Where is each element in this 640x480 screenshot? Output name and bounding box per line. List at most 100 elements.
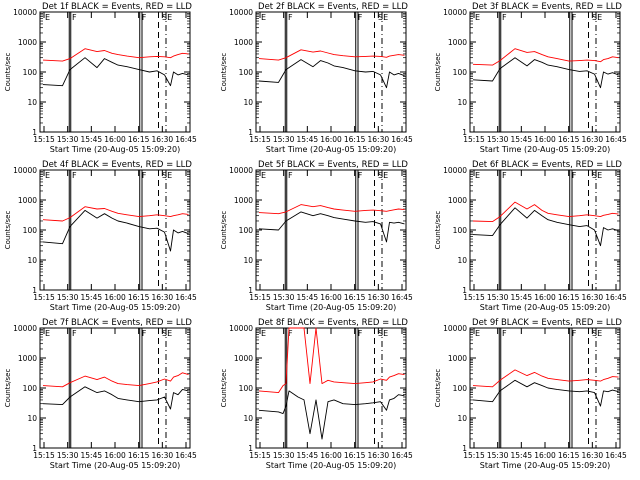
y-tick-label: 1000 [18, 354, 37, 363]
y-tick-label: 100 [23, 68, 38, 77]
y-tick-label: 1000 [448, 38, 467, 47]
events-series-line [472, 379, 619, 407]
flag-label: SE [592, 13, 602, 22]
y-tick-label: 10 [457, 256, 467, 265]
x-tick-label: 15:45 [511, 451, 533, 460]
x-tick-label: 15:30 [487, 135, 509, 144]
flag-label: E [45, 329, 50, 338]
lld-series-line [42, 48, 189, 62]
x-axis-label: Start Time (20-Aug-05 15:09:20) [266, 303, 397, 312]
flag-label: F [358, 13, 363, 22]
y-tick-label: 10000 [229, 324, 253, 333]
flag-label: F [502, 13, 507, 22]
y-tick-label: 10 [243, 256, 253, 265]
y-axis-label: Counts/sec [4, 53, 12, 92]
y-tick-label: 10 [243, 98, 253, 107]
panel-title: Det 6f BLACK = Events, RED = LLD [472, 160, 622, 170]
x-tick-label: 16:45 [391, 293, 413, 302]
flag-label: F [288, 171, 293, 180]
x-tick-label: 15:15 [249, 135, 271, 144]
x-tick-label: 16:00 [320, 293, 342, 302]
flag-label: F [358, 329, 363, 338]
x-tick-label: 16:00 [534, 135, 556, 144]
x-tick-label: 15:15 [463, 451, 485, 460]
x-axis-label: Start Time (20-Aug-05 15:09:20) [50, 461, 181, 470]
panel-title: Det 7f BLACK = Events, RED = LLD [42, 318, 192, 328]
x-tick-label: 16:45 [175, 451, 197, 460]
flag-label: E [475, 13, 480, 22]
events-series-line [42, 57, 189, 87]
y-tick-label: 1 [32, 128, 37, 137]
y-tick-label: 10 [27, 98, 37, 107]
x-tick-label: 16:45 [391, 451, 413, 460]
flag-label: F [502, 171, 507, 180]
y-tick-label: 1 [32, 444, 37, 453]
x-tick-label: 16:45 [605, 135, 627, 144]
events-series-line [258, 390, 405, 440]
y-tick-label: 100 [453, 226, 468, 235]
flag-label: SE [378, 13, 388, 22]
y-tick-label: 1 [462, 444, 467, 453]
y-tick-label: 1 [248, 286, 253, 295]
y-axis-label: Counts/sec [220, 211, 228, 250]
x-tick-label: 16:15 [344, 451, 366, 460]
flag-label: F [288, 13, 293, 22]
y-tick-label: 1 [462, 286, 467, 295]
y-tick-label: 1 [248, 128, 253, 137]
x-tick-label: 15:30 [273, 293, 295, 302]
y-tick-label: 1 [462, 128, 467, 137]
panel-title: Det 1f BLACK = Events, RED = LLD [42, 2, 192, 12]
x-axis-label: Start Time (20-Aug-05 15:09:20) [480, 303, 611, 312]
lld-series-line [472, 369, 619, 388]
x-tick-label: 16:45 [605, 293, 627, 302]
x-tick-label: 15:30 [487, 293, 509, 302]
events-series-line [42, 386, 189, 410]
y-tick-label: 1 [248, 444, 253, 453]
flag-label: E [261, 13, 266, 22]
x-tick-label: 16:00 [320, 135, 342, 144]
flag-label: E [45, 13, 50, 22]
x-tick-label: 15:45 [511, 135, 533, 144]
x-tick-label: 16:00 [104, 135, 126, 144]
y-axis-label: Counts/sec [4, 369, 12, 408]
flag-label: F [142, 171, 147, 180]
x-tick-label: 15:45 [297, 293, 319, 302]
x-tick-label: 16:15 [558, 135, 580, 144]
flag-label: E [261, 329, 266, 338]
plot-frame [39, 11, 191, 133]
y-tick-label: 10000 [443, 324, 467, 333]
flag-label: F [572, 13, 577, 22]
y-tick-label: 1000 [18, 196, 37, 205]
x-tick-label: 16:15 [558, 451, 580, 460]
x-tick-label: 15:45 [511, 293, 533, 302]
events-series-line [472, 207, 619, 247]
panel-title: Det 2f BLACK = Events, RED = LLD [258, 2, 408, 12]
x-tick-label: 16:45 [391, 135, 413, 144]
x-tick-label: 16:00 [534, 451, 556, 460]
x-tick-label: 15:15 [33, 293, 55, 302]
x-tick-label: 15:30 [487, 451, 509, 460]
x-tick-label: 16:30 [368, 135, 390, 144]
flag-label: F [142, 13, 147, 22]
y-tick-label: 1000 [234, 354, 253, 363]
flag-label: SE [378, 329, 388, 338]
events-series-line [472, 57, 619, 89]
y-tick-label: 1000 [18, 38, 37, 47]
x-tick-label: 16:15 [344, 293, 366, 302]
x-tick-label: 15:15 [33, 135, 55, 144]
flag-label: SE [162, 171, 172, 180]
plot-frame [39, 169, 191, 291]
x-tick-label: 15:15 [33, 451, 55, 460]
lld-series-line [472, 201, 619, 223]
x-tick-label: 15:30 [273, 135, 295, 144]
flag-label: F [288, 329, 293, 338]
x-tick-label: 16:30 [582, 135, 604, 144]
x-tick-label: 16:30 [582, 451, 604, 460]
y-tick-label: 100 [239, 68, 254, 77]
flag-label: E [475, 171, 480, 180]
x-tick-label: 15:45 [81, 293, 103, 302]
x-tick-label: 16:00 [104, 451, 126, 460]
